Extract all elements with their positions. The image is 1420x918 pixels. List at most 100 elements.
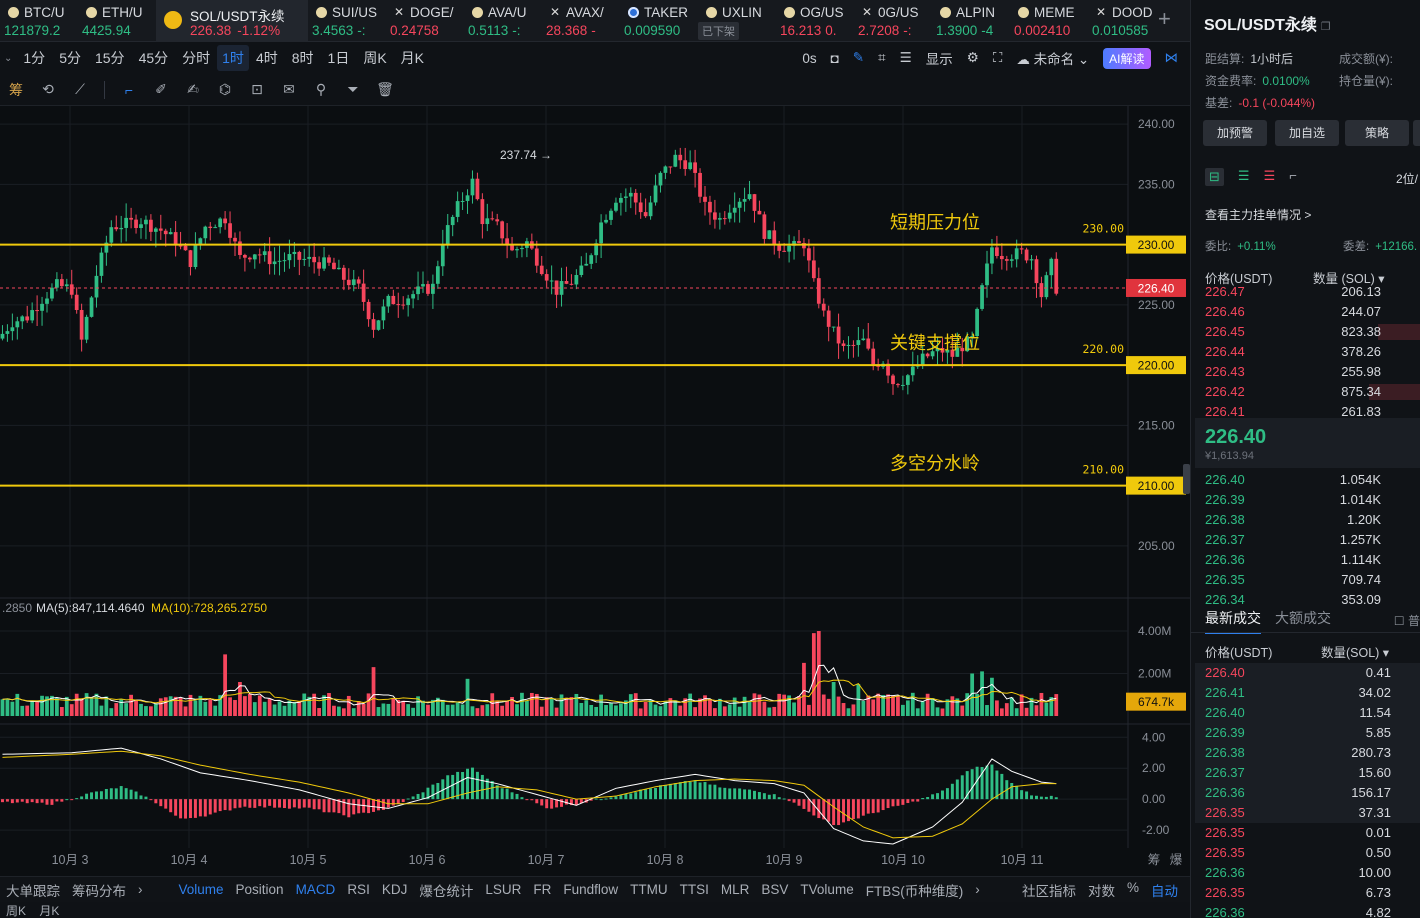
tab-large-trades[interactable]: 大额成交 (1275, 610, 1331, 626)
indicator-4[interactable]: KDJ (381, 882, 408, 897)
ticker-tab[interactable]: UXLIN 已下架 (698, 0, 776, 42)
interval-0[interactable]: 1分 (23, 50, 46, 66)
indicator-right-3[interactable]: 自动 (1151, 883, 1178, 899)
indicator-right-1[interactable]: 对数 (1087, 883, 1115, 899)
ai-interpret-button[interactable]: AI解读 (1103, 47, 1151, 69)
layout-selector[interactable]: ☁ 未命名 ⌄ (1016, 52, 1090, 67)
interval-1[interactable]: 5分 (59, 50, 81, 66)
ask-row[interactable]: 226.45 823.38 (1205, 322, 1420, 342)
note-icon[interactable]: ✉ (283, 81, 295, 97)
interval-4[interactable]: 分时 (182, 50, 211, 66)
add-watchlist-button[interactable]: 加自选 (1275, 120, 1339, 146)
ask-row[interactable]: 226.46 244.07 (1205, 302, 1420, 322)
crop-icon[interactable]: ⌗ (878, 50, 886, 65)
ticker-tab[interactable]: ALPIN 1.3900 -4 (932, 0, 1010, 42)
ticker-tab[interactable]: TAKER 0.009590 (620, 0, 698, 42)
ticker-tab[interactable]: BTC/U 121879.2 (0, 0, 78, 42)
bid-row[interactable]: 226.38 1.20K (1205, 510, 1420, 530)
ask-row[interactable]: 226.43 255.98 (1205, 362, 1420, 382)
add-tab-button[interactable]: + (1158, 6, 1171, 31)
ticker-tab[interactable]: SUI/US 3.4563 -: (308, 0, 386, 42)
depth-view-icon[interactable]: ⌐ (1289, 168, 1297, 183)
interval-2[interactable]: 15分 (94, 50, 125, 66)
more-button[interactable] (1413, 120, 1420, 146)
interval-7[interactable]: 8时 (291, 50, 314, 66)
interval-8[interactable]: 1日 (327, 50, 350, 66)
main-orders-link[interactable]: 查看主力挂单情况 > (1205, 208, 1312, 222)
share-icon[interactable]: ⋈ (1164, 50, 1179, 65)
strategy-button[interactable]: 策略 (1345, 120, 1409, 146)
interval-9[interactable]: 周K (363, 50, 387, 66)
indicator-10[interactable]: TTSI (679, 882, 709, 897)
line-tool-icon[interactable]: ⟋ (75, 81, 85, 97)
camera-icon[interactable]: ◘ (830, 50, 839, 66)
ticker-tab[interactable]: SOL/USDT永续 226.38 -1.12% (156, 0, 308, 42)
trades-qty-header[interactable]: 数量(SOL) ▾ (1321, 646, 1390, 660)
indicator-1[interactable]: Position (235, 882, 284, 897)
interval-3[interactable]: 45分 (138, 50, 169, 66)
chip-distribution-button[interactable]: 筹 (9, 81, 23, 98)
ask-row[interactable]: 226.41 261.83 (1205, 402, 1420, 422)
ticker-tab[interactable]: AVA/U 0.5113 -: (464, 0, 542, 42)
copy-icon[interactable]: ❐ (1320, 21, 1331, 33)
ticker-tab[interactable]: ✕ DOOD 0.010585 (1088, 0, 1166, 42)
bid-row[interactable]: 226.40 1.054K (1205, 470, 1420, 490)
indicator-3[interactable]: RSI (347, 882, 370, 897)
pen-icon[interactable]: ✎ (852, 50, 865, 65)
ask-row[interactable]: 226.42 875.34 (1205, 382, 1420, 402)
ticker-tab[interactable]: ✕ 0G/US 2.7208 -: (854, 0, 932, 42)
add-alert-button[interactable]: 加预警 (1203, 120, 1267, 146)
indicator-11[interactable]: MLR (720, 882, 750, 897)
bid-row[interactable]: 226.35 709.74 (1205, 570, 1420, 590)
interval-10[interactable]: 月K (400, 50, 425, 66)
bid-row[interactable]: 226.36 1.114K (1205, 550, 1420, 570)
indicator-2[interactable]: MACD (295, 882, 336, 897)
tab-latest-trades[interactable]: 最新成交 (1205, 610, 1261, 634)
chevron-down-icon[interactable]: ⌄ (4, 52, 13, 64)
asks-view-icon[interactable]: ☰ (1263, 168, 1276, 183)
ticker-tab[interactable]: MEME 0.002410 (1010, 0, 1088, 42)
both-view-icon[interactable]: ⊟ (1205, 168, 1224, 186)
lock-icon[interactable]: ⊡ (251, 81, 263, 97)
menu-icon[interactable]: ☰ (899, 50, 912, 65)
trades-filter-checkbox[interactable]: ☐ 普 (1393, 614, 1420, 628)
orderbook-qty-header[interactable]: 数量 (SOL) ▾ (1313, 272, 1385, 286)
magic-icon[interactable]: ⚲ (315, 81, 327, 97)
fullscreen-icon[interactable]: ⛶ (992, 50, 1003, 65)
ask-row[interactable]: 226.44 378.26 (1205, 342, 1420, 362)
ruler-icon[interactable]: ✐ (155, 81, 167, 97)
magnet-icon[interactable]: ⟲ (42, 81, 54, 97)
ticker-tab[interactable]: ETH/U 4425.94 (78, 0, 156, 42)
indicator-left-0[interactable]: 大单跟踪 (6, 883, 60, 899)
display-button[interactable]: 显示 (925, 52, 953, 67)
indicator-6[interactable]: LSUR (485, 882, 522, 897)
indicator-right-0[interactable]: 社区指标 (1021, 883, 1076, 899)
indicator-5[interactable]: 爆仓统计 (419, 883, 474, 899)
week-k-label[interactable]: 周K (6, 904, 27, 918)
month-k-label[interactable]: 月K (39, 904, 60, 918)
brush-icon[interactable]: ✍ (187, 81, 199, 97)
indicator-12[interactable]: BSV (761, 882, 789, 897)
indicator-0[interactable]: Volume (178, 882, 224, 897)
interval-6[interactable]: 4时 (255, 50, 278, 66)
ask-row[interactable]: 226.47 206.13 (1205, 282, 1420, 302)
precision-select[interactable]: 2位/ (1395, 172, 1418, 186)
bids-view-icon[interactable]: ☰ (1237, 168, 1250, 183)
cursor-icon[interactable]: ⌐ (124, 81, 134, 98)
interval-5[interactable]: 1时 (217, 45, 249, 71)
indicator-7[interactable]: FR (533, 882, 552, 897)
settings-icon[interactable]: ⚙ (966, 50, 979, 65)
ticker-tab[interactable]: ✕ DOGE/0.24758 (386, 0, 464, 42)
indicator-14[interactable]: FTBS(币种维度) (865, 883, 964, 899)
indicator-8[interactable]: Fundflow (563, 882, 619, 897)
indicator-13[interactable]: TVolume (800, 882, 854, 897)
pattern-icon[interactable]: ⌬ (218, 81, 232, 97)
chevron-right-icon[interactable]: › (138, 882, 143, 897)
bid-row[interactable]: 226.39 1.014K (1205, 490, 1420, 510)
indicator-left-1[interactable]: 筹码分布 (72, 883, 126, 899)
bid-row[interactable]: 226.37 1.257K (1205, 530, 1420, 550)
price-chart[interactable]: 10月 3 10月 4 10月 5 10月 6 10月 7 10月 8 10月 9 10月 1… (0, 106, 1190, 876)
indicator-9[interactable]: TTMU (630, 882, 668, 897)
ticker-tab[interactable]: OG/US 16.213 0. (776, 0, 854, 42)
filter-icon[interactable]: ⏷ (347, 81, 359, 97)
